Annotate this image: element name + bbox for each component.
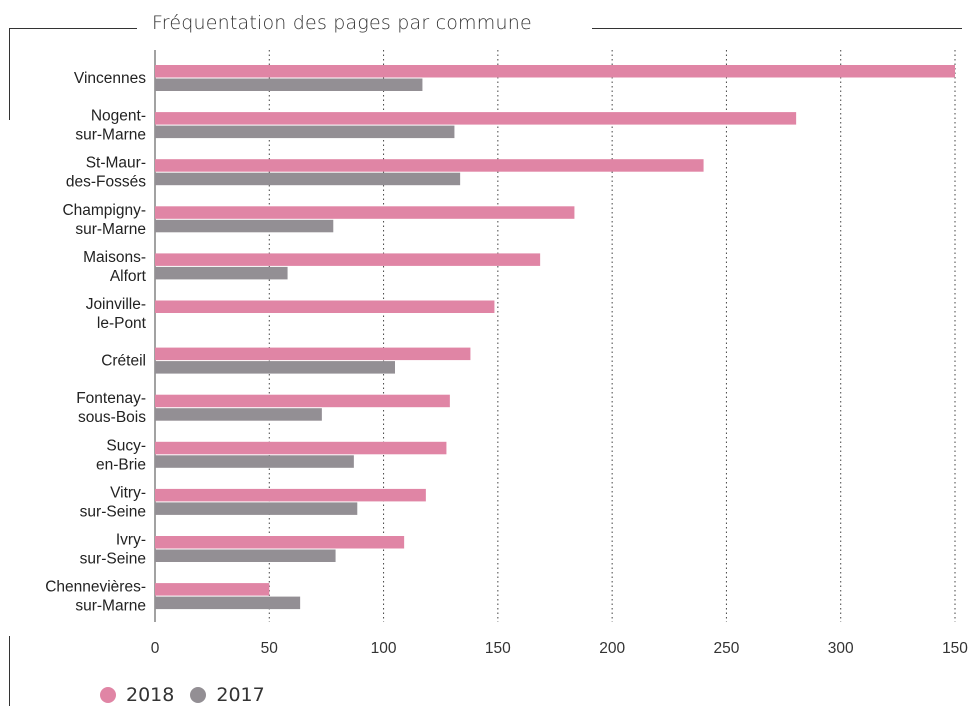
bar-2018-4 xyxy=(155,253,541,266)
bars xyxy=(155,65,955,610)
grid-lines xyxy=(154,50,956,622)
category-label-11: Chennevières-sur-Marne xyxy=(45,579,146,615)
category-label-line: St-Maur- xyxy=(86,155,146,172)
bar-2017-10 xyxy=(155,549,336,562)
bar-2017-6 xyxy=(155,361,395,374)
legend-label-2018: 2018 xyxy=(126,684,175,706)
category-label-line: Maisons- xyxy=(83,249,146,266)
legend-swatch-2017 xyxy=(190,687,207,703)
bar-2018-7 xyxy=(155,394,450,408)
category-label-line: sur-Seine xyxy=(80,551,146,568)
legend: 2018 2017 xyxy=(100,684,281,706)
bar-2018-3 xyxy=(155,206,575,219)
category-label-line: Alfort xyxy=(110,268,147,285)
bar-2018-10 xyxy=(155,536,405,549)
bar-2018-8 xyxy=(155,441,447,455)
category-label-line: sur-Seine xyxy=(80,503,146,520)
bar-2018-1 xyxy=(155,112,797,125)
category-label-5: Joinville-le-Pont xyxy=(86,296,147,332)
bar-2017-9 xyxy=(155,502,358,515)
category-label-line: des-Fossés xyxy=(66,174,146,191)
category-label-line: Vitry- xyxy=(110,484,146,501)
legend-swatch-2018 xyxy=(100,687,116,703)
bar-2018-5 xyxy=(155,300,495,313)
category-label-line: Chennevières- xyxy=(45,579,146,596)
category-label-line: en-Brie xyxy=(96,456,146,473)
category-label-line: le-Pont xyxy=(97,315,147,332)
frame-left-rule-bottom xyxy=(9,636,10,706)
category-label-6: Créteil xyxy=(101,353,146,370)
category-label-line: sur-Marne xyxy=(75,127,146,144)
legend-item-2017: 2017 xyxy=(190,684,265,706)
x-tick-label-7: 150 xyxy=(942,640,968,657)
category-label-line: Sucy- xyxy=(106,437,146,454)
category-label-0: Vincennes xyxy=(74,70,146,87)
category-label-7: Fontenay-sous-Bois xyxy=(76,390,146,426)
legend-label-2017: 2017 xyxy=(216,684,265,706)
frame-left-rule-top xyxy=(9,28,10,120)
legend-item-2018: 2018 xyxy=(100,684,174,706)
bar-2018-11 xyxy=(155,583,270,596)
frame-top-left-rule xyxy=(9,28,137,29)
bar-2017-11 xyxy=(155,596,301,610)
x-tick-label-6: 300 xyxy=(828,640,854,657)
bar-2017-2 xyxy=(155,172,461,186)
bar-2017-4 xyxy=(155,266,288,280)
category-label-line: Fontenay- xyxy=(76,390,146,407)
x-tick-label-2: 100 xyxy=(371,640,397,657)
category-label-line: Joinville- xyxy=(86,296,146,313)
bar-2017-1 xyxy=(155,125,455,139)
bar-2017-7 xyxy=(155,408,322,421)
category-label-line: sur-Marne xyxy=(75,221,146,238)
bar-2018-0 xyxy=(155,65,955,78)
category-label-line: Vincennes xyxy=(74,70,146,87)
category-labels: Vincennes Nogent-sur-Marne St-Maur-des-Fos… xyxy=(45,70,146,615)
category-label-10: Ivry-sur-Seine xyxy=(80,532,146,568)
category-label-line: sous-Bois xyxy=(78,409,146,426)
bar-chart: Vincennes Nogent-sur-Marne St-Maur-des-Fos… xyxy=(45,50,969,657)
category-label-9: Vitry-sur-Seine xyxy=(80,484,146,520)
chart-title: Fréquentation des pages par commune xyxy=(152,12,532,34)
bar-2017-0 xyxy=(155,78,423,91)
x-tick-label-0: 0 xyxy=(151,640,160,657)
bar-2018-9 xyxy=(155,488,426,502)
category-label-8: Sucy-en-Brie xyxy=(96,437,146,473)
frame-top-right-rule xyxy=(592,28,962,29)
x-axis-ticks: 0 50 100 150 200 250 300 150 xyxy=(151,640,969,657)
category-label-line: Créteil xyxy=(101,353,146,370)
bar-2017-3 xyxy=(155,219,334,233)
category-label-line: Ivry- xyxy=(116,532,146,549)
bar-2017-8 xyxy=(155,455,354,468)
x-tick-label-3: 150 xyxy=(485,640,511,657)
category-label-3: Champigny-sur-Marne xyxy=(62,202,146,238)
category-label-line: sur-Marne xyxy=(75,598,146,615)
category-label-1: Nogent-sur-Marne xyxy=(75,108,146,144)
category-label-line: Champigny- xyxy=(62,202,146,219)
x-tick-label-4: 200 xyxy=(599,640,625,657)
bar-2018-2 xyxy=(155,159,704,172)
category-label-2: St-Maur-des-Fossés xyxy=(66,155,146,191)
category-label-line: Nogent- xyxy=(91,108,146,125)
bar-2018-6 xyxy=(155,347,471,361)
x-tick-label-5: 250 xyxy=(713,640,739,657)
category-label-4: Maisons- Alfort xyxy=(83,249,147,285)
x-tick-label-1: 50 xyxy=(261,640,279,657)
